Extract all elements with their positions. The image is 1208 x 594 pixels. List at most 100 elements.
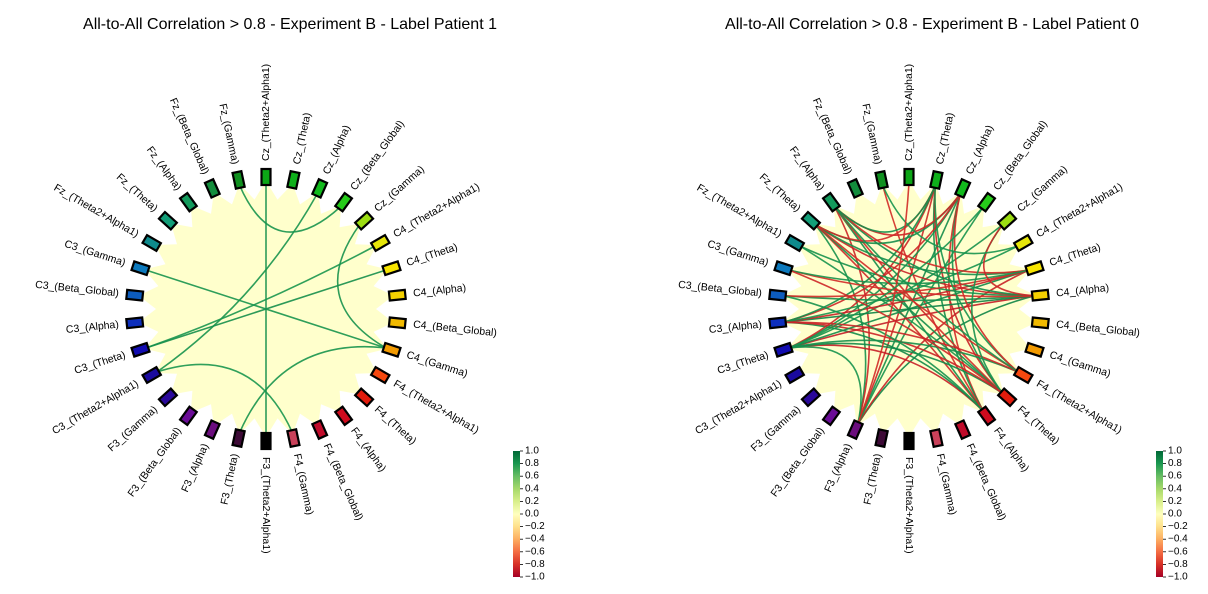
- node-marker: [260, 431, 272, 451]
- node-label: F4_(Beta_Global): [321, 442, 366, 523]
- node-marker: [821, 191, 842, 213]
- node-marker: [157, 210, 179, 231]
- colorbar-tick-label: 0.6: [1168, 471, 1182, 482]
- chord-panel-patient-1: All-to-All Correlation > 0.8 - Experimen…: [35, 16, 546, 583]
- node-label: Cz_(Alpha): [964, 123, 996, 176]
- node-label: F4_(Alpha): [991, 425, 1031, 474]
- node-marker: [286, 169, 301, 190]
- node-label: F4_(Theta): [1015, 404, 1062, 448]
- node-label: C4_(Theta): [1048, 241, 1102, 269]
- node-label: C4_(Beta_Global): [1056, 319, 1141, 340]
- node-marker: [874, 428, 889, 449]
- node-marker: [203, 419, 222, 441]
- node-label: F4_(Theta): [372, 404, 419, 448]
- node-marker: [953, 177, 972, 199]
- node-marker: [203, 177, 222, 199]
- chart-title: All-to-All Correlation > 0.8 - Experimen…: [725, 16, 1139, 33]
- edge: [783, 185, 936, 323]
- node-marker: [353, 387, 375, 408]
- chord-panel-patient-0: All-to-All Correlation > 0.8 - Experimen…: [678, 16, 1189, 583]
- node-label: Fz_(Theta): [757, 171, 803, 214]
- node-label: F3_(Gamma): [106, 404, 160, 455]
- node-marker: [310, 177, 329, 199]
- edge: [814, 224, 1029, 276]
- node-label: Fz_(Alpha): [144, 144, 184, 193]
- node-label: C4_(Gamma): [405, 349, 469, 380]
- node-label: C3_(Gamma): [706, 238, 770, 269]
- edge: [783, 193, 961, 323]
- colorbar-gradient: [1156, 451, 1163, 577]
- node-marker: [178, 405, 199, 427]
- colorbar-tick-label: 0.6: [525, 471, 539, 482]
- edge: [788, 206, 984, 349]
- node-label: F4_(Gamma): [934, 453, 959, 517]
- chord-body: F3_(Theta2+Alpha1)F3_(Theta)F3_(Alpha)F3…: [678, 64, 1141, 554]
- node-label: F3_(Beta_Global): [768, 425, 826, 499]
- node-label: C3_(Alpha): [65, 319, 119, 336]
- colorbar-tick-label: 0.8: [525, 458, 539, 469]
- edge: [789, 339, 1019, 373]
- node-label: F3_(Theta): [219, 453, 242, 506]
- edge: [857, 185, 936, 425]
- edge: [145, 245, 376, 349]
- colorbar-tick-label: 0.2: [525, 496, 539, 507]
- chart-title: All-to-All Correlation > 0.8 - Experimen…: [83, 16, 497, 33]
- node-marker: [929, 169, 944, 190]
- node-marker: [903, 167, 915, 187]
- edge: [239, 346, 386, 433]
- edge: [783, 321, 1019, 373]
- node-label: F3_(Theta2+Alpha1): [260, 457, 272, 554]
- edge: [783, 321, 984, 412]
- colorbar-tick-label: 0.0: [525, 509, 539, 520]
- node-marker: [260, 167, 272, 187]
- colorbar-tick-label: 0.4: [525, 483, 539, 494]
- edge: [882, 185, 984, 412]
- edge: [788, 269, 1004, 394]
- edge: [783, 295, 1035, 323]
- edge: [983, 224, 1035, 297]
- node-label: Cz_(Theta): [291, 112, 314, 166]
- node-marker: [231, 428, 246, 449]
- node-marker: [387, 316, 407, 330]
- node-marker: [800, 387, 822, 408]
- node-label: Cz_(Theta2+Alpha1): [903, 64, 915, 161]
- edge: [783, 269, 1029, 298]
- node-marker: [976, 405, 997, 427]
- edge: [156, 193, 318, 373]
- colorbar-tick-label: −0.8: [1168, 559, 1188, 570]
- node-marker: [976, 191, 997, 213]
- node-label: C3_(Theta): [716, 349, 770, 377]
- node-label: Fz_(Gamma): [859, 102, 884, 165]
- edge: [783, 295, 1035, 302]
- edge: [789, 269, 1029, 285]
- node-marker: [929, 428, 944, 449]
- node-label: Fz_(Beta_Global): [810, 96, 854, 176]
- node-marker: [874, 169, 889, 190]
- colorbar-tick-label: 0.2: [1168, 496, 1182, 507]
- colorbar-tick-label: −1.0: [1168, 572, 1188, 583]
- colorbar-tick-label: 0.0: [1168, 509, 1182, 520]
- edge: [834, 206, 1019, 373]
- node-label: Cz_(Alpha): [321, 123, 353, 176]
- node-marker: [125, 288, 145, 302]
- node-label: C3_(Beta_Global): [678, 279, 763, 300]
- chord-body: F3_(Theta2+Alpha1)F3_(Theta)F3_(Alpha)F3…: [35, 64, 498, 554]
- node-marker: [768, 288, 788, 302]
- node-marker: [768, 316, 788, 330]
- colorbar-tick-label: −0.4: [1168, 534, 1188, 545]
- node-marker: [381, 260, 402, 277]
- colorbar-tick-label: 1.0: [525, 446, 539, 457]
- node-marker: [846, 177, 865, 199]
- edge: [788, 193, 961, 349]
- node-marker: [773, 260, 794, 277]
- node-marker: [333, 191, 354, 213]
- node-marker: [953, 419, 972, 441]
- node-marker: [353, 210, 375, 231]
- node-marker: [333, 405, 354, 427]
- node-marker: [130, 260, 151, 277]
- edge: [783, 295, 984, 412]
- node-marker: [157, 387, 179, 408]
- node-marker: [1030, 316, 1050, 330]
- node-label: C4_(Gamma): [1048, 349, 1112, 380]
